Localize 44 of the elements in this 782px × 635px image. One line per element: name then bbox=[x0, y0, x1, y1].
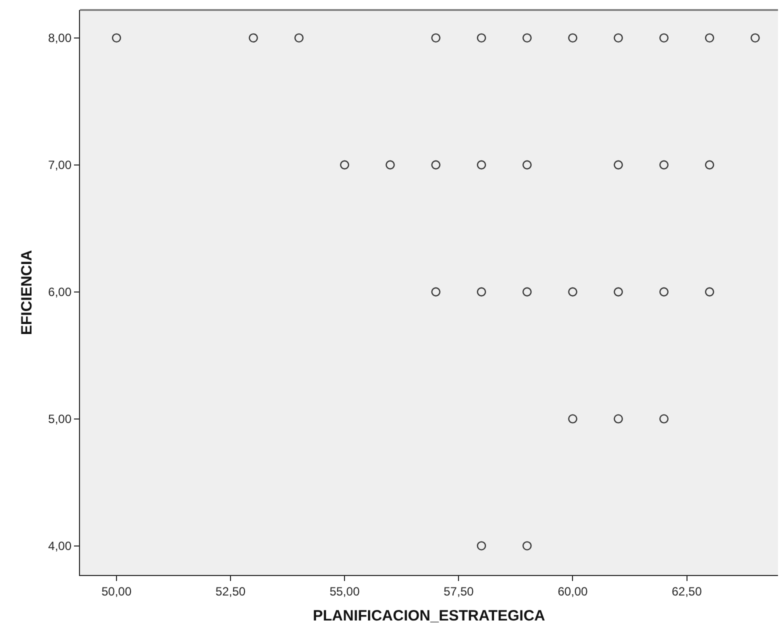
point bbox=[476, 541, 486, 550]
point bbox=[340, 160, 350, 170]
x-tick-label: 55,00 bbox=[330, 584, 360, 598]
y-tick-label: 6,00 bbox=[48, 285, 72, 300]
y-tick-label: 7,00 bbox=[48, 158, 72, 172]
y-tick-label: 5,00 bbox=[48, 412, 72, 426]
y-tick-label: 4,00 bbox=[48, 539, 72, 553]
point bbox=[476, 33, 486, 43]
x-tick-label: 62,50 bbox=[672, 584, 702, 598]
point bbox=[614, 160, 623, 170]
point bbox=[568, 414, 578, 424]
y-tick-label: 8,00 bbox=[48, 31, 72, 46]
x-tick-label: 60,00 bbox=[558, 584, 588, 598]
point bbox=[476, 287, 486, 296]
x-tick-label: 52,50 bbox=[216, 584, 246, 598]
point bbox=[614, 287, 623, 296]
point bbox=[568, 287, 578, 296]
x-tick-label: 57,50 bbox=[444, 584, 474, 598]
x-tick-label: 50,00 bbox=[101, 584, 132, 598]
point bbox=[522, 541, 532, 550]
point bbox=[431, 160, 440, 170]
point bbox=[476, 160, 486, 170]
point bbox=[704, 287, 714, 296]
point bbox=[750, 33, 760, 43]
point bbox=[522, 287, 532, 296]
point bbox=[614, 414, 623, 424]
point bbox=[704, 160, 714, 170]
point bbox=[568, 33, 578, 43]
point bbox=[248, 33, 258, 43]
point bbox=[659, 33, 669, 43]
x-axis-title: PLANIFICACION_ESTRATEGICA bbox=[312, 608, 546, 624]
point bbox=[659, 414, 669, 424]
point bbox=[704, 33, 714, 43]
point bbox=[112, 33, 122, 43]
point bbox=[431, 287, 440, 296]
point bbox=[659, 160, 669, 170]
point bbox=[614, 33, 623, 43]
point bbox=[522, 33, 532, 43]
y-axis-title: EFICIENCIA bbox=[18, 250, 36, 336]
point bbox=[386, 160, 395, 170]
point bbox=[294, 33, 304, 43]
point bbox=[522, 160, 532, 170]
point bbox=[659, 287, 669, 296]
point bbox=[431, 33, 440, 43]
